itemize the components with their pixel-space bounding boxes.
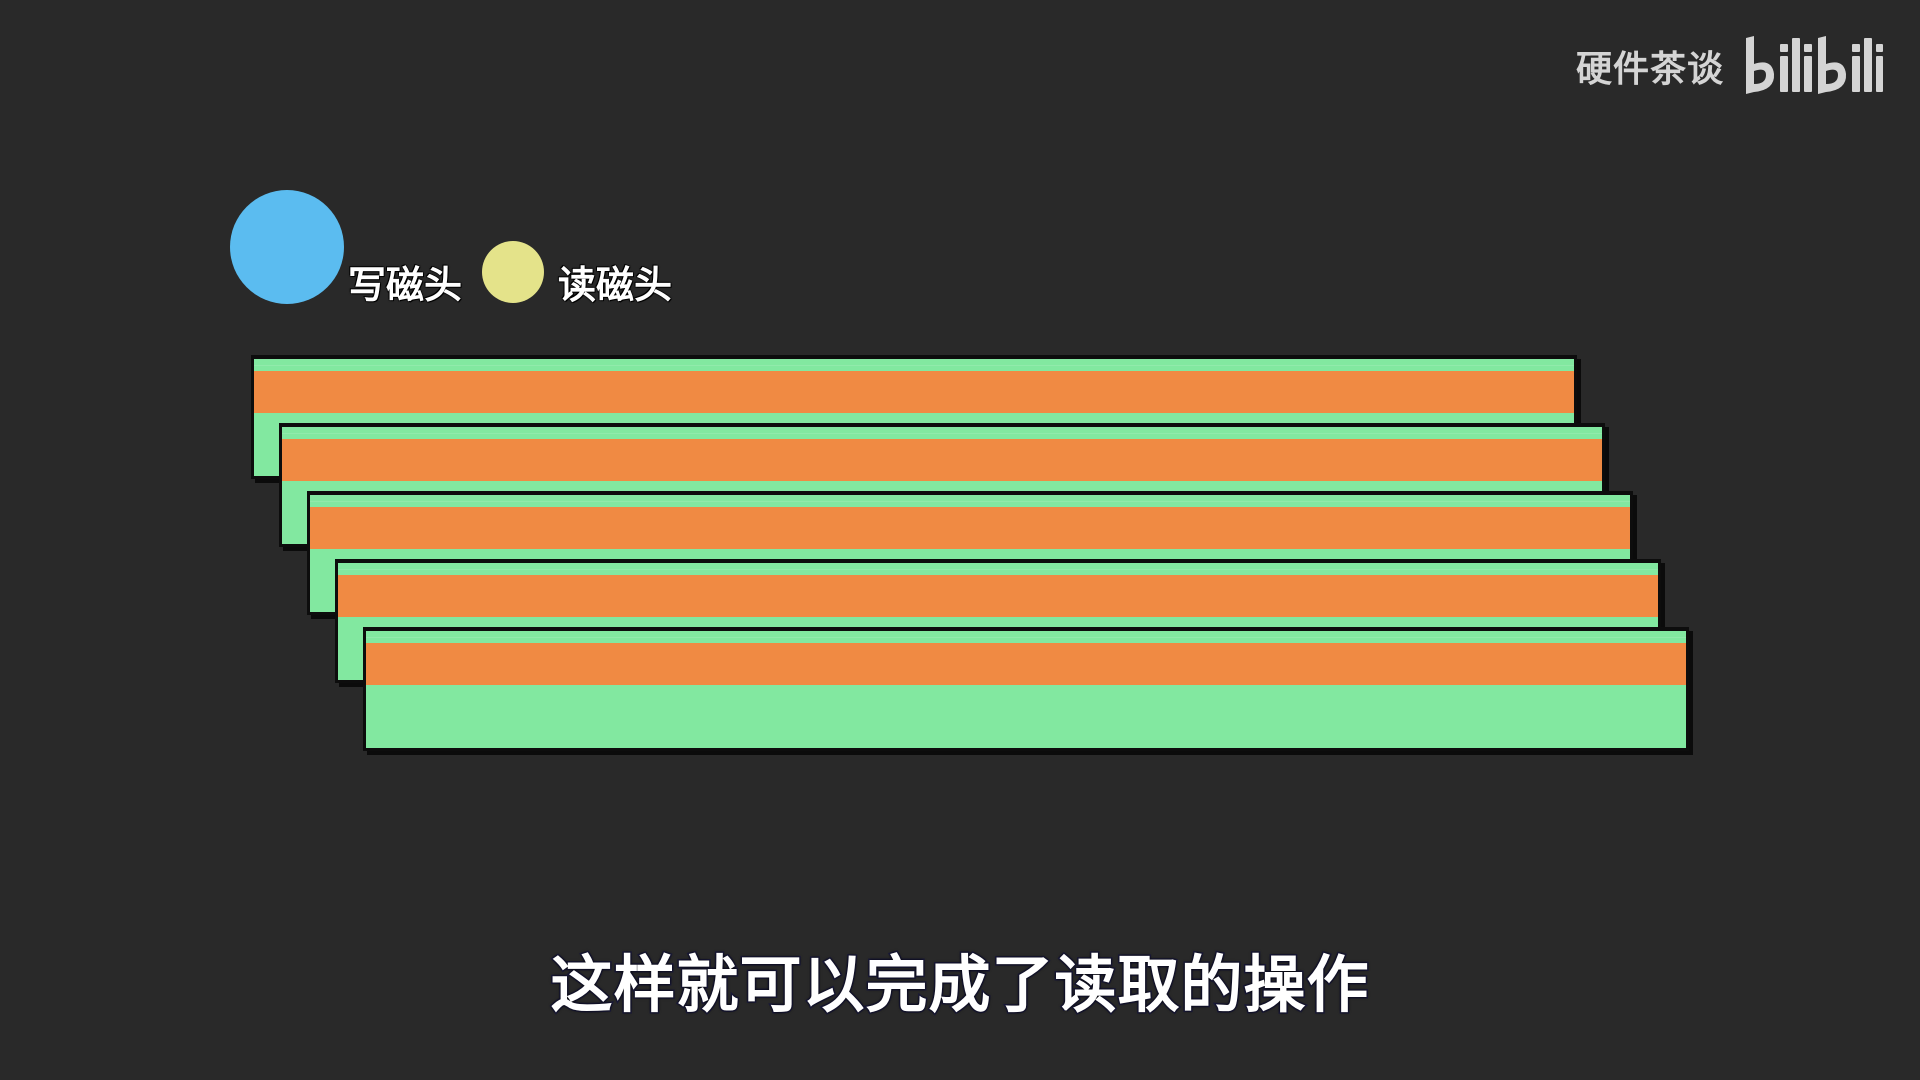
channel-watermark: 硬件茶谈 bbox=[1576, 34, 1884, 98]
channel-name: 硬件茶谈 bbox=[1575, 49, 1724, 90]
layer-edge-highlight bbox=[282, 433, 1602, 434]
layer-edge-highlight bbox=[310, 501, 1630, 502]
write-head-marker bbox=[230, 190, 344, 304]
layer-edge-highlight bbox=[366, 637, 1686, 638]
magnetic-track-stripe bbox=[366, 643, 1686, 685]
bilibili-logo-icon bbox=[1746, 36, 1883, 94]
layer-edge-highlight bbox=[254, 365, 1574, 366]
magnetic-track-stripe bbox=[310, 507, 1630, 549]
magnetic-track-stripe bbox=[282, 439, 1602, 481]
write-head-label: 写磁头 bbox=[347, 262, 463, 308]
media-layer-5 bbox=[363, 627, 1689, 751]
magnetic-track-stripe bbox=[338, 575, 1658, 617]
layer-edge-highlight bbox=[338, 569, 1658, 570]
magnetic-track-stripe bbox=[254, 371, 1574, 413]
read-head-marker bbox=[482, 241, 544, 303]
subtitle-caption: 这样就可以完成了读取的操作 bbox=[549, 947, 1370, 1023]
read-head-label: 读磁头 bbox=[557, 262, 673, 308]
